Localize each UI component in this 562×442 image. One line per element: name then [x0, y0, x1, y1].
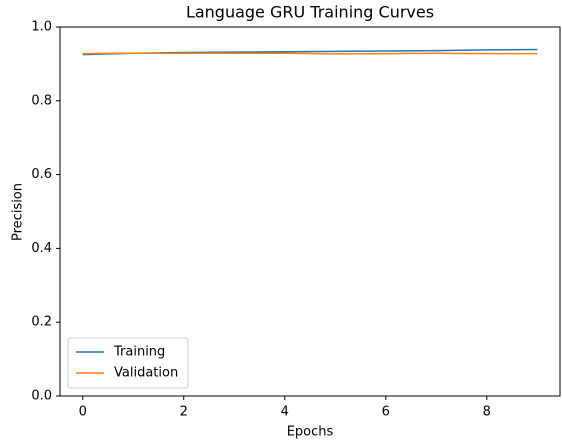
y-axis-label: Precision [11, 183, 26, 241]
x-tick-label: 2 [180, 405, 188, 420]
chart-title: Language GRU Training Curves [186, 3, 434, 22]
x-axis-label: Epochs [287, 425, 334, 440]
legend-label: Validation [114, 366, 178, 381]
x-tick-label: 6 [382, 405, 390, 420]
legend-box [67, 337, 189, 389]
y-tick-label: 0.4 [31, 241, 52, 256]
y-tick-label: 1.0 [31, 20, 52, 35]
x-tick-label: 8 [483, 405, 491, 420]
x-tick-label: 0 [79, 405, 87, 420]
y-tick-label: 0.2 [31, 315, 52, 330]
y-tick-label: 0.6 [31, 167, 52, 182]
y-tick-label: 0.8 [31, 93, 52, 108]
series-line [82, 52, 538, 55]
plot-frame [59, 26, 561, 397]
legend-label: Training [113, 345, 165, 360]
x-tick-label: 4 [281, 405, 289, 420]
y-tick-label: 0.0 [31, 389, 52, 404]
